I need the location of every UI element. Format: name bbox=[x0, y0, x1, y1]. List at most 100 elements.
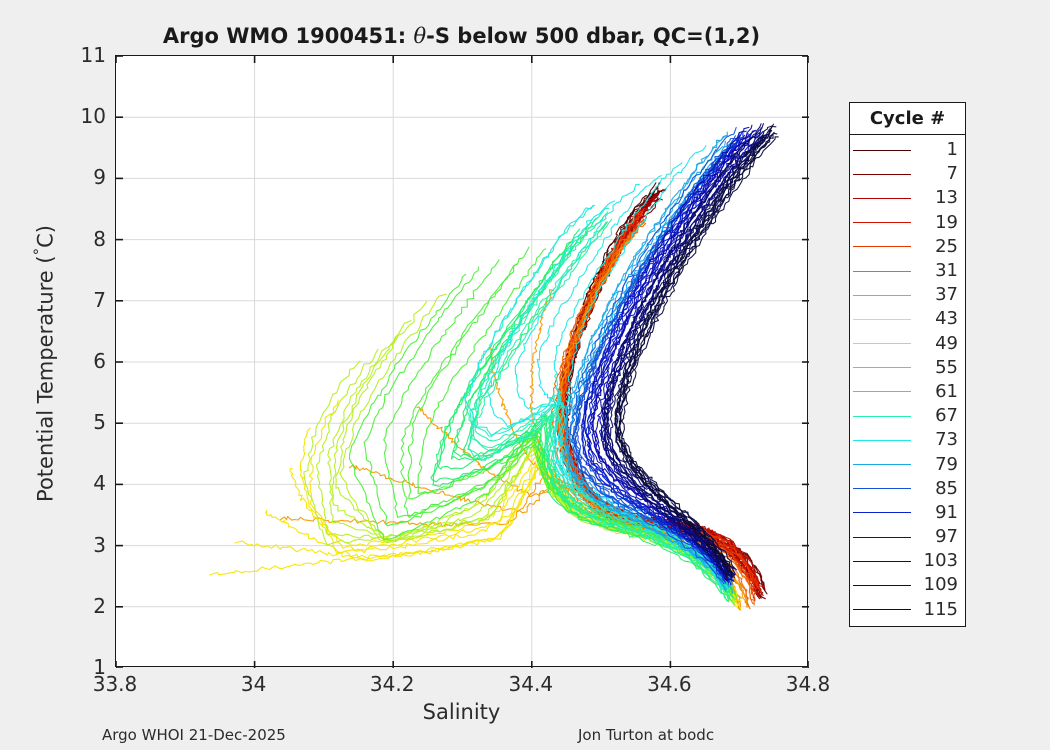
legend-item-label: 61 bbox=[935, 380, 958, 402]
chart-title-suffix: -S below 500 dbar, QC=(1,2) bbox=[426, 24, 761, 48]
theta-symbol: θ bbox=[413, 24, 427, 48]
y-tick-label: 5 bbox=[93, 410, 106, 435]
degree-symbol: ° bbox=[30, 247, 49, 256]
legend-color-swatch bbox=[853, 439, 911, 441]
legend-item[interactable]: 73 bbox=[850, 428, 965, 452]
plot-area bbox=[115, 55, 809, 668]
theta-s-profile-line bbox=[621, 136, 779, 579]
legend-color-swatch bbox=[853, 512, 911, 514]
theta-s-profile-line bbox=[462, 221, 734, 599]
y-tick-label: 8 bbox=[93, 226, 106, 251]
legend-color-swatch bbox=[853, 488, 911, 490]
legend-item-label: 115 bbox=[923, 598, 958, 620]
legend-color-swatch bbox=[853, 415, 911, 417]
footer-right: Jon Turton at bodc bbox=[578, 726, 715, 744]
theta-s-profile-line bbox=[587, 136, 752, 586]
legend-color-swatch bbox=[853, 270, 911, 272]
x-tick-label: 34.4 bbox=[508, 672, 554, 696]
y-tick-label: 9 bbox=[93, 165, 106, 190]
x-tick-label: 34.6 bbox=[647, 672, 692, 696]
y-axis-tick-labels: 1 2 3 4 5 6 7 8 9 10 11 bbox=[48, 43, 106, 679]
legend-item[interactable]: 97 bbox=[850, 525, 965, 549]
theta-s-profile-line bbox=[580, 130, 747, 578]
legend-color-swatch bbox=[853, 318, 911, 320]
legend-color-swatch bbox=[853, 294, 911, 296]
footer-left: Argo WHOI 21-Dec-2025 bbox=[102, 726, 286, 744]
y-axis-title: Potential Temperature (°C) bbox=[30, 225, 58, 502]
legend-color-swatch bbox=[853, 536, 911, 538]
legend-item[interactable]: 7 bbox=[850, 162, 965, 186]
legend-item-label: 103 bbox=[923, 550, 958, 572]
legend-color-swatch bbox=[853, 609, 911, 611]
legend-item[interactable]: 79 bbox=[850, 452, 965, 476]
x-tick-label: 34.2 bbox=[369, 672, 415, 696]
legend-item[interactable]: 13 bbox=[850, 186, 965, 210]
legend-color-swatch bbox=[853, 149, 911, 151]
y-tick-label: 3 bbox=[93, 532, 106, 557]
legend-color-swatch bbox=[853, 173, 911, 175]
theta-s-profile-line bbox=[614, 129, 772, 574]
legend-title: Cycle # bbox=[850, 103, 965, 135]
x-tick-label: 34.8 bbox=[785, 672, 831, 696]
legend-item-label: 25 bbox=[935, 235, 958, 257]
y-tick-label: 11 bbox=[80, 43, 106, 67]
theta-s-profile-line bbox=[348, 273, 738, 598]
legend-color-swatch bbox=[853, 222, 911, 224]
legend-item[interactable]: 85 bbox=[850, 477, 965, 501]
legend-color-swatch bbox=[853, 246, 911, 248]
y-tick-label: 6 bbox=[93, 349, 106, 373]
chart-title: Argo WMO 1900451: θ-S below 500 dbar, QC… bbox=[115, 24, 808, 48]
legend-item[interactable]: 31 bbox=[850, 259, 965, 283]
theta-s-scatter-canvas bbox=[116, 56, 809, 668]
legend-item[interactable]: 37 bbox=[850, 283, 965, 307]
legend-item[interactable]: 91 bbox=[850, 501, 965, 525]
legend-item-label: 85 bbox=[935, 477, 958, 499]
legend-item[interactable]: 67 bbox=[850, 404, 965, 428]
legend-item-label: 43 bbox=[935, 308, 958, 330]
legend-item-label: 49 bbox=[935, 332, 958, 354]
legend-item[interactable]: 55 bbox=[850, 356, 965, 380]
x-axis-tick-labels: 33.8 34 34.2 34.4 34.6 34.8 bbox=[93, 672, 831, 702]
legend-item[interactable]: 49 bbox=[850, 332, 965, 356]
theta-s-profile-line bbox=[581, 132, 744, 581]
legend-color-swatch bbox=[853, 560, 911, 562]
legend-color-swatch bbox=[853, 464, 911, 466]
legend-entries: 1 7 13 19 25 31 37 43 49 55 61 67 73 79 85 91 97 103 109 11… bbox=[850, 135, 965, 626]
legend-color-swatch bbox=[853, 367, 911, 369]
legend-item[interactable]: 25 bbox=[850, 235, 965, 259]
legend-item[interactable]: 43 bbox=[850, 307, 965, 331]
y-tick-label: 2 bbox=[93, 593, 106, 618]
legend-color-swatch bbox=[853, 197, 911, 199]
y-tick-label: 10 bbox=[80, 104, 106, 129]
theta-s-profile-line bbox=[614, 125, 773, 567]
y-tick-label: 4 bbox=[93, 471, 106, 496]
legend-item[interactable]: 115 bbox=[850, 598, 965, 622]
theta-s-profile-line bbox=[590, 129, 757, 576]
legend-item-label: 55 bbox=[935, 356, 958, 378]
theta-s-profile-line bbox=[468, 221, 728, 602]
legend-color-swatch bbox=[853, 343, 911, 345]
theta-s-profile-line bbox=[430, 241, 729, 603]
legend-item-label: 79 bbox=[935, 453, 958, 475]
legend-item[interactable]: 19 bbox=[850, 211, 965, 235]
legend-item[interactable]: 1 bbox=[850, 138, 965, 162]
legend-item[interactable]: 103 bbox=[850, 549, 965, 573]
y-tick-label: 1 bbox=[93, 655, 106, 679]
theta-s-profile-line bbox=[617, 133, 774, 579]
theta-s-profile-line bbox=[486, 200, 726, 591]
x-tick-label: 33.8 bbox=[92, 672, 138, 696]
legend-item[interactable]: 109 bbox=[850, 573, 965, 597]
y-tick-label: 7 bbox=[93, 287, 106, 312]
legend-item-label: 91 bbox=[935, 501, 958, 523]
legend-item[interactable]: 61 bbox=[850, 380, 965, 404]
theta-s-profile-line bbox=[514, 183, 731, 588]
x-axis-title: Salinity bbox=[422, 700, 501, 724]
legend-item-label: 1 bbox=[946, 139, 958, 161]
theta-s-profile-line bbox=[572, 139, 739, 585]
legend-item-label: 13 bbox=[935, 187, 958, 209]
legend-item-label: 7 bbox=[946, 163, 958, 185]
theta-s-profile-line bbox=[605, 133, 768, 578]
legend-item-label: 19 bbox=[935, 211, 958, 233]
x-tick-label: 34 bbox=[240, 672, 267, 696]
